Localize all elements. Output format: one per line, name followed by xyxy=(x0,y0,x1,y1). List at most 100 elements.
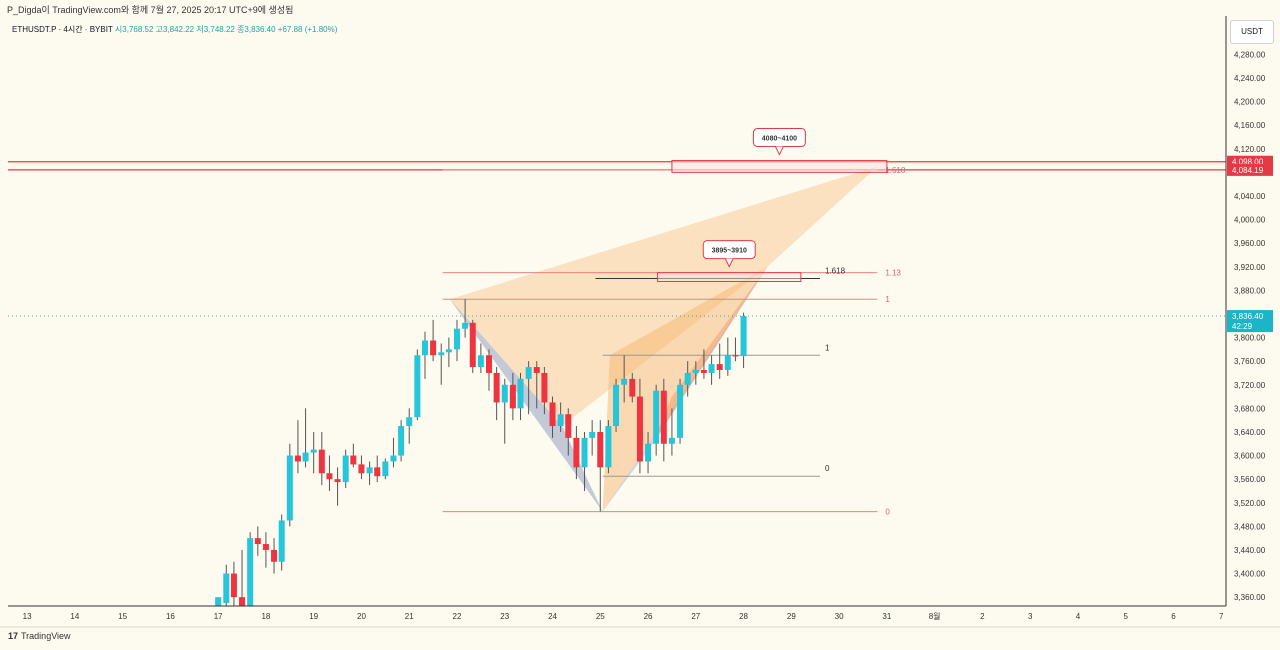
candle[interactable] xyxy=(629,372,636,403)
candle[interactable] xyxy=(636,378,643,474)
price-tick-label: 4,280.00 xyxy=(1234,50,1266,59)
candle[interactable] xyxy=(493,367,500,421)
pattern-orange-leg[interactable] xyxy=(602,266,768,512)
candle[interactable] xyxy=(445,337,452,368)
price-tick-label: 3,600.00 xyxy=(1234,452,1266,461)
candle[interactable] xyxy=(501,378,508,444)
candle[interactable] xyxy=(716,343,723,379)
tradingview-logo-icon: 17 xyxy=(8,631,19,641)
candle[interactable] xyxy=(469,319,476,373)
tradingview-logo[interactable]: 17 TradingView xyxy=(8,631,71,641)
time-tick-label: 26 xyxy=(644,612,653,621)
candle[interactable] xyxy=(278,514,285,571)
target-zone-box[interactable] xyxy=(671,160,888,173)
candle-body xyxy=(453,328,460,350)
candle[interactable] xyxy=(573,426,580,480)
candle[interactable] xyxy=(239,549,246,606)
candle[interactable] xyxy=(485,349,492,391)
candle[interactable] xyxy=(621,355,628,403)
candle[interactable] xyxy=(517,372,524,421)
candle-body xyxy=(382,461,389,477)
candle[interactable] xyxy=(406,408,413,444)
candle[interactable] xyxy=(318,431,325,486)
candle[interactable] xyxy=(334,467,341,506)
candle[interactable] xyxy=(271,538,278,574)
time-tick-label: 6 xyxy=(1171,612,1176,621)
candle[interactable] xyxy=(430,319,437,362)
price-unit-button[interactable]: USDT xyxy=(1230,20,1274,44)
candle[interactable] xyxy=(740,312,747,369)
current-price-tag[interactable] xyxy=(1227,310,1273,333)
candle[interactable] xyxy=(700,349,707,379)
candle-body xyxy=(445,349,452,353)
candle[interactable] xyxy=(557,402,564,432)
candle[interactable] xyxy=(230,561,237,606)
price-tick-label: 3,640.00 xyxy=(1234,428,1266,437)
pattern-blue-leg[interactable] xyxy=(449,299,603,512)
tradingview-brand: TradingView xyxy=(21,631,71,641)
candle-body xyxy=(262,544,269,550)
candle[interactable] xyxy=(374,455,381,483)
price-tick-label: 3,360.00 xyxy=(1234,593,1266,602)
candle[interactable] xyxy=(732,337,739,362)
candle[interactable] xyxy=(525,361,532,415)
candle[interactable] xyxy=(677,378,684,444)
candle[interactable] xyxy=(684,361,691,397)
candle[interactable] xyxy=(549,396,556,438)
candle[interactable] xyxy=(605,420,612,474)
candle[interactable] xyxy=(247,532,254,606)
candle[interactable] xyxy=(581,431,588,491)
time-tick-label: 14 xyxy=(70,612,79,621)
candle-body xyxy=(573,437,580,468)
candle[interactable] xyxy=(294,420,301,474)
candle[interactable] xyxy=(589,420,596,456)
candle[interactable] xyxy=(462,299,469,338)
candle[interactable] xyxy=(302,408,309,468)
candle[interactable] xyxy=(262,532,269,568)
candle-body xyxy=(247,538,254,606)
candle[interactable] xyxy=(310,431,317,474)
candle[interactable] xyxy=(565,408,572,456)
candle[interactable] xyxy=(398,420,405,462)
candle[interactable] xyxy=(453,319,460,362)
candle[interactable] xyxy=(668,408,675,456)
candle[interactable] xyxy=(645,431,652,474)
pattern-blue-wing[interactable] xyxy=(602,266,768,512)
target-zone-box[interactable] xyxy=(657,272,802,282)
candle[interactable] xyxy=(708,355,715,385)
candle[interactable] xyxy=(254,526,261,556)
candle[interactable] xyxy=(724,337,731,376)
candle-body xyxy=(597,431,604,468)
candle[interactable] xyxy=(613,378,620,432)
candle[interactable] xyxy=(597,420,604,512)
candle[interactable] xyxy=(421,331,428,379)
price-tick-label: 3,800.00 xyxy=(1234,334,1266,343)
candle[interactable] xyxy=(533,361,540,409)
candle[interactable] xyxy=(509,372,516,421)
candle[interactable] xyxy=(438,343,445,385)
candle[interactable] xyxy=(286,443,293,527)
candle[interactable] xyxy=(358,455,365,480)
candle[interactable] xyxy=(215,597,222,606)
candle[interactable] xyxy=(366,461,373,486)
candle[interactable] xyxy=(342,449,349,488)
candle[interactable] xyxy=(541,367,548,415)
price-line-tag[interactable] xyxy=(1227,163,1273,176)
candle[interactable] xyxy=(692,361,699,385)
candle[interactable] xyxy=(653,384,660,456)
candle[interactable] xyxy=(350,443,357,468)
symbol-title[interactable]: ETHUSDT.P · 4시간 · BYBIT xyxy=(12,25,113,34)
candle[interactable] xyxy=(390,437,397,468)
candle[interactable] xyxy=(660,378,667,462)
candle[interactable] xyxy=(477,343,484,373)
candle-body xyxy=(271,549,278,562)
candle[interactable] xyxy=(326,455,333,491)
price-tick-label: 3,400.00 xyxy=(1234,570,1266,579)
pattern-orange-wing[interactable] xyxy=(449,166,878,427)
time-tick-label: 17 xyxy=(214,612,223,621)
candle[interactable] xyxy=(414,349,421,421)
candle[interactable] xyxy=(382,458,389,480)
candle-body xyxy=(430,340,437,356)
candle[interactable] xyxy=(223,564,230,606)
